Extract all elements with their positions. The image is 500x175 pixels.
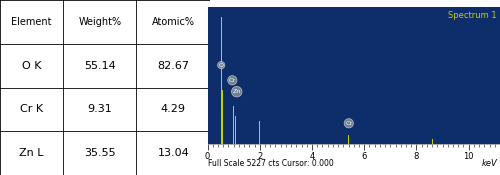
Text: 82.67: 82.67: [157, 61, 189, 71]
Text: Zn L: Zn L: [19, 148, 44, 158]
Text: Full Scale 5227 cts Cursor: 0.000: Full Scale 5227 cts Cursor: 0.000: [208, 159, 333, 168]
Text: 9.31: 9.31: [88, 104, 112, 114]
Text: Element: Element: [11, 17, 52, 27]
Text: 35.55: 35.55: [84, 148, 116, 158]
Text: Cr K: Cr K: [20, 104, 43, 114]
Bar: [259, 121, 260, 144]
Text: O: O: [218, 63, 224, 68]
Bar: [222, 90, 223, 144]
Text: Cr: Cr: [346, 121, 352, 126]
Text: Atomic%: Atomic%: [152, 17, 195, 27]
Text: O K: O K: [22, 61, 41, 71]
Text: Spectrum 1: Spectrum 1: [448, 11, 497, 20]
Text: 55.14: 55.14: [84, 61, 116, 71]
Text: 13.04: 13.04: [158, 148, 189, 158]
Text: Cr: Cr: [229, 78, 236, 83]
Text: Weight%: Weight%: [78, 17, 122, 27]
Text: keV: keV: [482, 159, 498, 168]
Bar: [220, 17, 222, 144]
Bar: [234, 116, 236, 144]
Text: Zn: Zn: [232, 89, 241, 94]
Bar: [432, 139, 434, 143]
Bar: [348, 135, 350, 144]
Text: 4.29: 4.29: [161, 104, 186, 114]
